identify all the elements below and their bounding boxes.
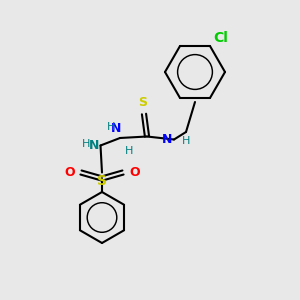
Text: N: N — [162, 133, 172, 146]
Text: S: S — [97, 174, 107, 188]
Text: O: O — [129, 166, 140, 179]
Text: H: H — [107, 122, 116, 132]
Text: O: O — [64, 166, 75, 179]
Text: H: H — [182, 136, 190, 146]
Text: H: H — [124, 146, 133, 155]
Text: S: S — [138, 97, 147, 110]
Text: N: N — [88, 139, 99, 152]
Text: Cl: Cl — [213, 31, 228, 44]
Text: N: N — [111, 122, 122, 135]
Text: H: H — [82, 139, 90, 149]
